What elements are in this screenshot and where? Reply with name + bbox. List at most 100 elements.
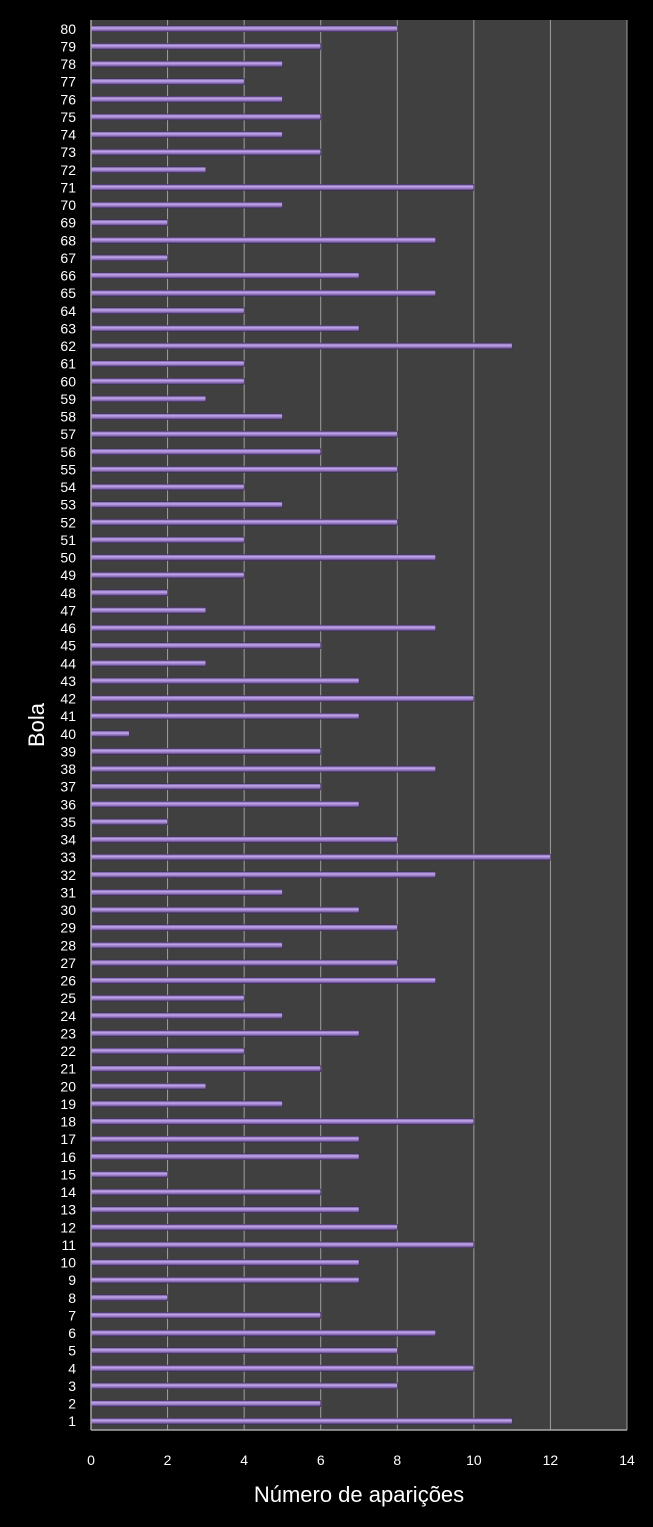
x-tick-label: 8 bbox=[393, 1452, 401, 1468]
y-tick-label: 63 bbox=[60, 320, 76, 336]
bar-bola-5 bbox=[90, 1347, 398, 1354]
bar-bola-7 bbox=[90, 1312, 321, 1319]
y-tick-label: 33 bbox=[60, 849, 76, 865]
y-tick-label: 55 bbox=[60, 461, 76, 477]
bar-bola-24 bbox=[90, 1012, 283, 1020]
bar-bola-17 bbox=[90, 1135, 360, 1143]
bar-bola-8 bbox=[90, 1294, 168, 1302]
y-tick-label: 14 bbox=[60, 1184, 76, 1200]
y-tick-label: 72 bbox=[60, 162, 76, 178]
y-tick-label: 47 bbox=[60, 602, 76, 618]
bar-bola-20 bbox=[90, 1083, 207, 1090]
bar-bola-46 bbox=[90, 624, 436, 632]
bar-bola-67 bbox=[90, 254, 168, 262]
y-tick-label: 39 bbox=[60, 743, 76, 759]
y-tick-label: 65 bbox=[60, 285, 76, 301]
y-tick-label: 10 bbox=[60, 1255, 76, 1271]
bar-bola-59 bbox=[90, 395, 207, 403]
y-tick-label: 29 bbox=[60, 920, 76, 936]
bar-bola-55 bbox=[90, 466, 398, 473]
bar-bola-45 bbox=[90, 642, 321, 649]
y-tick-label: 54 bbox=[60, 479, 76, 495]
y-tick-label: 12 bbox=[60, 1219, 76, 1235]
y-tick-label: 21 bbox=[60, 1061, 76, 1077]
y-tick-label: 43 bbox=[60, 673, 76, 689]
y-tick-label: 24 bbox=[60, 1008, 76, 1024]
bar-bola-28 bbox=[90, 942, 283, 949]
y-tick-label: 32 bbox=[60, 867, 76, 883]
y-axis-label: Bola bbox=[24, 702, 49, 747]
y-tick-label: 49 bbox=[60, 567, 76, 583]
y-tick-label: 41 bbox=[60, 708, 76, 724]
y-tick-label: 45 bbox=[60, 638, 76, 654]
y-tick-label: 31 bbox=[60, 884, 76, 900]
bar-bola-21 bbox=[90, 1065, 321, 1072]
plot-area bbox=[91, 20, 627, 1430]
bar-bola-63 bbox=[90, 325, 360, 332]
bar-bola-73 bbox=[90, 148, 321, 156]
y-tick-label: 3 bbox=[68, 1378, 76, 1394]
bar-bola-1 bbox=[90, 1417, 513, 1425]
y-tick-label: 50 bbox=[60, 550, 76, 566]
bar-bola-61 bbox=[90, 360, 245, 367]
bar-bola-43 bbox=[90, 677, 360, 685]
y-tick-label: 25 bbox=[60, 990, 76, 1006]
y-tick-label: 23 bbox=[60, 1025, 76, 1041]
bar-bola-58 bbox=[90, 413, 283, 420]
y-tick-label: 35 bbox=[60, 814, 76, 830]
x-tick-label: 6 bbox=[317, 1452, 325, 1468]
y-tick-label: 42 bbox=[60, 691, 76, 707]
bar-bola-3 bbox=[90, 1382, 398, 1390]
bar-bola-14 bbox=[90, 1188, 321, 1196]
y-tick-label: 44 bbox=[60, 655, 76, 671]
y-tick-label: 62 bbox=[60, 338, 76, 354]
bar-bola-22 bbox=[90, 1047, 245, 1055]
bar-bola-66 bbox=[90, 272, 360, 279]
bar-bola-12 bbox=[90, 1224, 398, 1231]
bar-bola-75 bbox=[90, 113, 321, 121]
y-tick-label: 4 bbox=[68, 1360, 76, 1376]
y-tick-label: 11 bbox=[61, 1237, 76, 1253]
y-tick-label: 8 bbox=[68, 1290, 76, 1306]
y-tick-label: 40 bbox=[60, 726, 76, 742]
bar-bola-68 bbox=[90, 237, 436, 244]
y-tick-label: 56 bbox=[60, 444, 76, 460]
bar-bola-74 bbox=[90, 131, 283, 138]
y-tick-label: 17 bbox=[60, 1131, 76, 1147]
bar-bola-26 bbox=[90, 977, 436, 984]
x-tick-label: 10 bbox=[466, 1452, 482, 1468]
y-tick-label: 34 bbox=[60, 832, 76, 848]
bar-bola-15 bbox=[90, 1171, 168, 1178]
y-tick-label: 26 bbox=[60, 973, 76, 989]
y-tick-label: 57 bbox=[60, 426, 76, 442]
y-tick-label: 76 bbox=[60, 91, 76, 107]
y-tick-label: 22 bbox=[60, 1043, 76, 1059]
y-tick-label: 36 bbox=[60, 796, 76, 812]
y-tick-label: 30 bbox=[60, 902, 76, 918]
bar-bola-49 bbox=[90, 571, 245, 579]
bar-bola-44 bbox=[90, 660, 207, 667]
bar-bola-48 bbox=[90, 589, 168, 597]
bar-bola-79 bbox=[90, 43, 321, 50]
y-tick-label: 53 bbox=[60, 497, 76, 513]
y-tick-label: 1 bbox=[68, 1413, 76, 1429]
bar-bola-29 bbox=[90, 924, 398, 931]
bar-bola-78 bbox=[90, 60, 283, 68]
y-tick-label: 64 bbox=[60, 303, 76, 319]
bar-bola-42 bbox=[90, 695, 475, 702]
bar-bola-77 bbox=[90, 78, 245, 85]
y-tick-label: 15 bbox=[60, 1166, 76, 1182]
bar-bola-19 bbox=[90, 1100, 283, 1108]
y-tick-label: 5 bbox=[68, 1343, 76, 1359]
bar-bola-38 bbox=[90, 765, 436, 773]
bar-bola-16 bbox=[90, 1153, 360, 1161]
bar-bola-18 bbox=[90, 1118, 475, 1125]
bar-bola-27 bbox=[90, 959, 398, 967]
y-tick-label: 37 bbox=[60, 779, 76, 795]
y-tick-label: 79 bbox=[60, 38, 76, 54]
bar-bola-4 bbox=[90, 1365, 475, 1372]
bar-bola-71 bbox=[90, 184, 475, 191]
bar-bola-6 bbox=[90, 1329, 436, 1337]
bar-bola-80 bbox=[90, 25, 398, 33]
x-tick-label: 4 bbox=[240, 1452, 248, 1468]
